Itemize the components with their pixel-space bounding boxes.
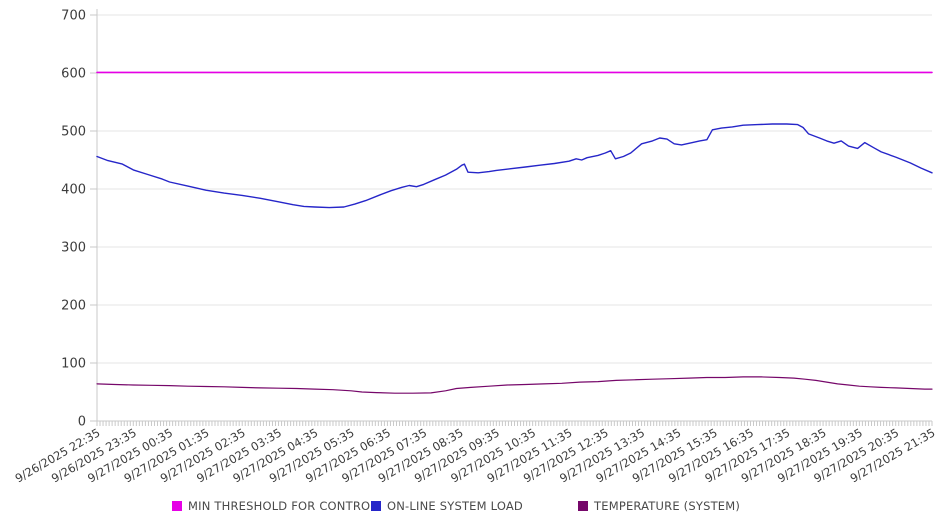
legend-swatch-icon: [371, 501, 381, 511]
legend-item-0[interactable]: MIN THRESHOLD FOR CONTROL: [172, 499, 377, 513]
legend-swatch-icon: [172, 501, 182, 511]
chart-legend: MIN THRESHOLD FOR CONTROL ON-LINE SYSTEM …: [0, 499, 946, 519]
y-axis-label: 100: [61, 357, 86, 372]
y-axis-label: 200: [61, 299, 86, 314]
legend-swatch-icon: [578, 501, 588, 511]
legend-item-2[interactable]: TEMPERATURE (SYSTEM): [578, 499, 740, 513]
y-axis-label: 300: [61, 241, 86, 256]
legend-item-1[interactable]: ON-LINE SYSTEM LOAD: [371, 499, 523, 513]
legend-label: TEMPERATURE (SYSTEM): [594, 499, 741, 513]
y-axis-label: 0: [78, 415, 86, 430]
series-line-1: [96, 123, 933, 209]
y-axis-label: 600: [61, 67, 86, 82]
y-axis-label: 700: [61, 9, 86, 24]
legend-label: MIN THRESHOLD FOR CONTROL: [188, 499, 377, 513]
series-line-2: [96, 376, 933, 394]
legend-label: ON-LINE SYSTEM LOAD: [387, 499, 523, 513]
x-axis-minor-ticks: [96, 421, 933, 426]
y-axis-label: 400: [61, 183, 86, 198]
y-axis-label: 500: [61, 125, 86, 140]
